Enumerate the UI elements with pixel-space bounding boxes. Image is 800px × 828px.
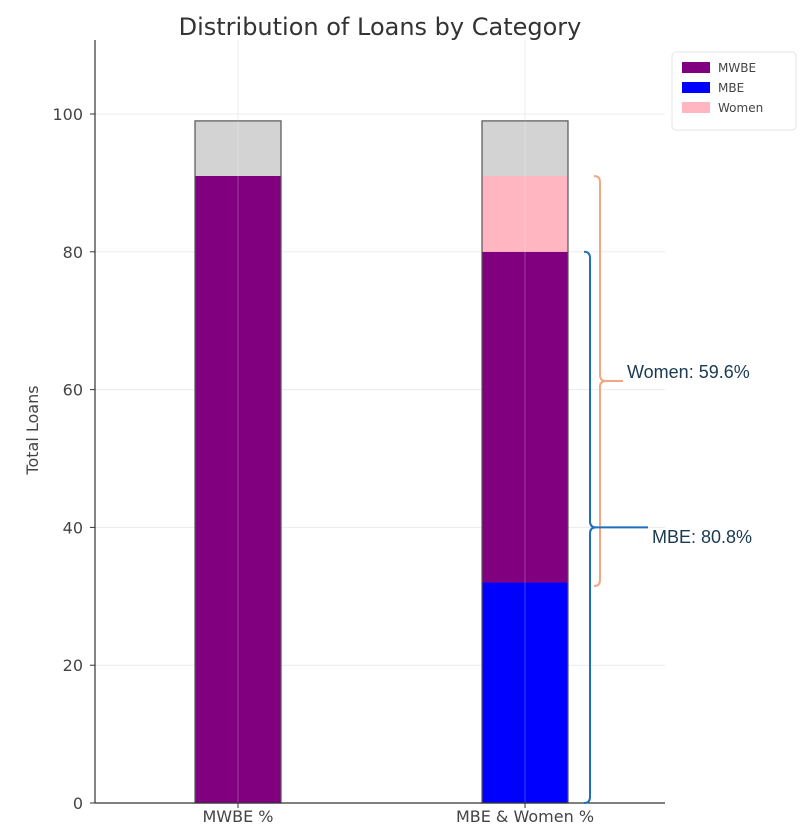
x-tick-label: MBE & Women % bbox=[456, 807, 594, 826]
y-tick-label: 40 bbox=[63, 518, 83, 537]
bar-segment-mwbe bbox=[482, 251, 568, 583]
annotations: Women: 59.6% MBE: 80.8% bbox=[583, 175, 752, 804]
annotation-label: MBE: 80.8% bbox=[652, 527, 752, 547]
axes bbox=[94, 40, 665, 804]
gridlines bbox=[95, 40, 665, 803]
x-tick-label: MWBE % bbox=[203, 807, 274, 826]
legend-swatch-women bbox=[682, 102, 710, 113]
bar-segment-mbe bbox=[482, 582, 568, 803]
y-tick-label: 0 bbox=[73, 794, 83, 813]
y-tick-label: 80 bbox=[63, 243, 83, 262]
x-ticks: MWBE % MBE & Women % bbox=[203, 803, 594, 826]
legend-label: MWBE bbox=[718, 61, 756, 75]
legend-swatch-mwbe bbox=[682, 62, 710, 73]
chart-title: Distribution of Loans by Category bbox=[179, 13, 582, 41]
legend-swatch-mbe bbox=[682, 82, 710, 93]
legend-label: MBE bbox=[718, 81, 744, 95]
legend: MWBE MBE Women bbox=[671, 51, 797, 131]
bar-segment-mwbe bbox=[195, 176, 281, 803]
y-tick-label: 20 bbox=[63, 656, 83, 675]
legend-label: Women bbox=[718, 101, 763, 115]
annotation-label: Women: 59.6% bbox=[627, 362, 750, 382]
annotation-bracket bbox=[593, 175, 607, 587]
y-tick-label: 60 bbox=[63, 381, 83, 400]
bar-segment-women bbox=[482, 176, 568, 252]
y-tick-label: 100 bbox=[52, 105, 83, 124]
y-ticks: 0 20 40 60 80 100 bbox=[52, 105, 95, 813]
bar-stack bbox=[194, 120, 282, 804]
bar-stack bbox=[481, 120, 569, 804]
bars bbox=[194, 120, 569, 804]
y-axis-label: Total Loans bbox=[23, 385, 42, 475]
